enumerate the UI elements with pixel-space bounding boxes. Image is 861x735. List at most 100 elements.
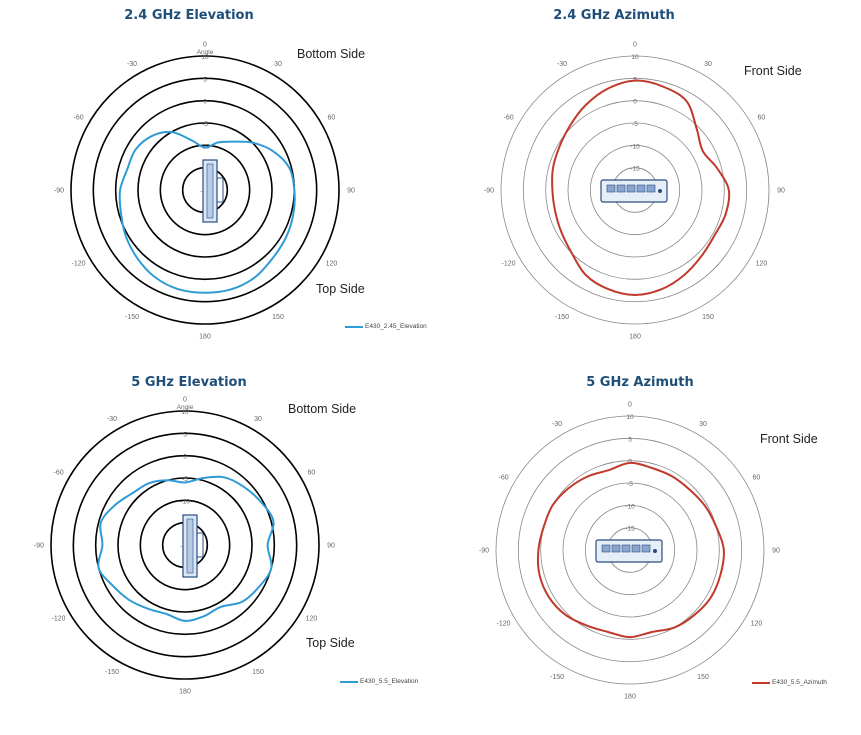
grid-circle bbox=[545, 100, 725, 280]
legend-swatch bbox=[752, 681, 770, 684]
radial-tick-label: -5 bbox=[202, 121, 208, 128]
legend-label: E430_2.45_Elevation bbox=[365, 323, 427, 330]
grid-circle bbox=[117, 477, 253, 613]
device-icon bbox=[202, 159, 224, 223]
device-port bbox=[621, 544, 631, 553]
angle-tick-label: -30 bbox=[107, 416, 117, 423]
legend-label: E430_5.5_Elevation bbox=[360, 678, 419, 685]
angle-tick-label: -120 bbox=[502, 261, 516, 268]
angle-tick-label: -90 bbox=[54, 188, 64, 195]
angle-tick-label: 90 bbox=[327, 543, 335, 550]
angle-tick-label: 60 bbox=[758, 115, 766, 122]
grid-circle bbox=[70, 55, 340, 325]
legend: E430_5.5_Azimuth bbox=[752, 679, 827, 686]
angle-tick-label: 30 bbox=[704, 61, 712, 68]
angle-tick-label: 30 bbox=[274, 61, 282, 68]
chart-title: 2.4 GHz Azimuth bbox=[553, 8, 675, 23]
legend-swatch bbox=[345, 325, 363, 328]
radial-tick-label: -10 bbox=[625, 503, 635, 510]
radial-tick-label: 5 bbox=[628, 436, 632, 443]
grid-circle bbox=[500, 55, 770, 325]
angle-tick-label: 0 bbox=[203, 42, 207, 49]
front-side-label: Front Side bbox=[744, 64, 802, 78]
radial-tick-label: 10 bbox=[631, 54, 639, 61]
legend: E430_5.5_Elevation bbox=[340, 678, 418, 685]
top-side-label: Top Side bbox=[316, 282, 365, 296]
angle-tick-label: 120 bbox=[306, 616, 318, 623]
front-side-label: Front Side bbox=[760, 432, 818, 446]
angle-tick-label: 0 bbox=[183, 397, 187, 404]
device-port bbox=[611, 544, 621, 553]
grid-circle bbox=[522, 77, 748, 303]
device-port bbox=[641, 544, 651, 553]
angle-tick-label: -60 bbox=[53, 470, 63, 477]
device-port bbox=[646, 184, 656, 193]
radial-tick-label: -15 bbox=[625, 526, 635, 533]
device-port bbox=[631, 544, 641, 553]
radial-tick-label: -5 bbox=[182, 476, 188, 483]
chart-title: 5 GHz Azimuth bbox=[586, 375, 694, 390]
angle-tick-label: 150 bbox=[272, 314, 284, 321]
bottom-side-label: Bottom Side bbox=[288, 402, 357, 416]
device-icon bbox=[595, 539, 663, 563]
angle-tick-label: -60 bbox=[73, 115, 83, 122]
angle-tick-label: -120 bbox=[52, 616, 66, 623]
angle-tick-label: 60 bbox=[753, 475, 761, 482]
device-led bbox=[653, 549, 657, 553]
angle-tick-label: 180 bbox=[179, 689, 191, 696]
radial-tick-label: 5 bbox=[203, 76, 207, 83]
angle-axis-label: Angle bbox=[197, 49, 214, 56]
angle-tick-label: -90 bbox=[34, 543, 44, 550]
legend-swatch bbox=[340, 680, 358, 683]
angle-tick-label: -120 bbox=[72, 261, 86, 268]
angle-tick-label: 90 bbox=[347, 188, 355, 195]
grid-circle bbox=[139, 499, 231, 591]
radial-tick-label: -5 bbox=[632, 121, 638, 128]
radial-tick-label: 10 bbox=[201, 54, 209, 61]
angle-tick-label: -150 bbox=[125, 314, 139, 321]
angle-axis-label: Angle bbox=[177, 404, 194, 411]
device-port bbox=[626, 184, 636, 193]
angle-tick-label: 60 bbox=[308, 470, 316, 477]
grid-circle bbox=[159, 144, 251, 236]
angle-tick-label: 0 bbox=[633, 42, 637, 49]
pattern-series-line bbox=[97, 475, 275, 622]
device-icon bbox=[600, 179, 668, 203]
device-icon bbox=[182, 514, 204, 578]
grid-circle bbox=[94, 454, 276, 636]
angle-tick-label: 30 bbox=[699, 421, 707, 428]
grid-circle bbox=[92, 77, 318, 303]
radial-tick-label: 5 bbox=[183, 431, 187, 438]
angle-tick-label: 180 bbox=[199, 334, 211, 341]
angle-tick-label: -60 bbox=[498, 475, 508, 482]
pattern-series-line bbox=[551, 79, 731, 297]
angle-tick-label: 150 bbox=[252, 669, 264, 676]
pattern-series-line bbox=[118, 130, 296, 294]
angle-tick-label: 180 bbox=[624, 694, 636, 701]
grid-circle bbox=[589, 144, 681, 236]
angle-tick-label: 60 bbox=[328, 115, 336, 122]
bottom-side-label: Bottom Side bbox=[297, 47, 366, 61]
device-face bbox=[206, 163, 214, 219]
device-led bbox=[658, 189, 662, 193]
angle-tick-label: -150 bbox=[555, 314, 569, 321]
radial-tick-label: -10 bbox=[180, 498, 190, 505]
angle-tick-label: -30 bbox=[552, 421, 562, 428]
radial-tick-label: -10 bbox=[630, 143, 640, 150]
radial-tick-label: 0 bbox=[203, 99, 207, 106]
radial-tick-label: -5 bbox=[627, 481, 633, 488]
grid-circle bbox=[584, 504, 676, 596]
device-port bbox=[601, 544, 611, 553]
chart-title: 5 GHz Elevation bbox=[131, 375, 247, 390]
chart-title: 2.4 GHz Elevation bbox=[124, 8, 254, 23]
grid-circle bbox=[562, 482, 698, 618]
pattern-series-line bbox=[536, 461, 725, 639]
grid-circle bbox=[495, 415, 765, 685]
radial-tick-label: 10 bbox=[181, 409, 189, 416]
radial-tick-label: -15 bbox=[630, 166, 640, 173]
grid-circle bbox=[72, 432, 298, 658]
device-port bbox=[616, 184, 626, 193]
angle-tick-label: 150 bbox=[702, 314, 714, 321]
